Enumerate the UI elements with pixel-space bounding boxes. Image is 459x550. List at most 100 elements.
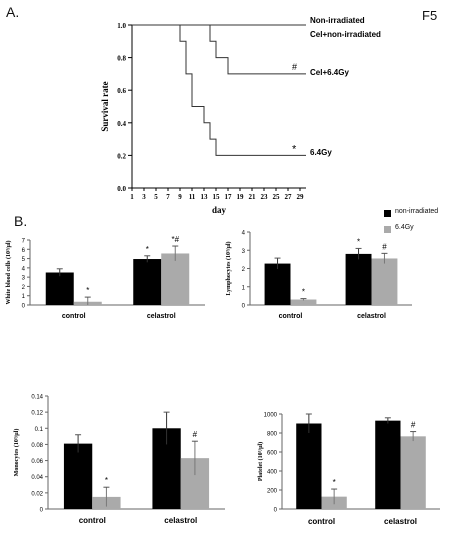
bar <box>92 496 121 509</box>
x-tick-label: 3 <box>142 193 146 201</box>
significance-mark: # <box>382 242 387 251</box>
significance-mark: * <box>292 143 297 155</box>
legend-label-non-irradiated: non-irradiated <box>395 208 439 215</box>
series-label: Cel+6.4Gy <box>310 68 349 77</box>
series-label: Non-irradiated <box>310 16 365 25</box>
y-tick-label: 2 <box>22 285 26 291</box>
bar <box>45 272 74 305</box>
bar <box>371 258 398 305</box>
y-tick-label: 0.8 <box>117 55 126 63</box>
significance-mark: * <box>105 476 108 485</box>
y-tick-label: 0.08 <box>31 443 43 449</box>
y-tick-label: 6 <box>22 248 26 254</box>
y-tick-label: 0 <box>242 304 246 310</box>
legend-swatch-non-irradiated <box>384 210 391 217</box>
x-tick-label: 25 <box>273 193 281 201</box>
x-tick-label: 1 <box>130 193 134 201</box>
figure-id: F5 <box>422 8 438 23</box>
y-tick-label: 0 <box>274 508 278 514</box>
y-tick-label: 0.2 <box>117 152 126 160</box>
category-label: control <box>79 516 106 525</box>
category-label: control <box>279 313 303 320</box>
x-tick-label: 27 <box>285 193 293 201</box>
x-axis-title: day <box>212 205 227 215</box>
y-tick-label: 0 <box>22 304 26 310</box>
y-tick-label: 7 <box>22 239 26 245</box>
y-tick-label: 0.1 <box>35 427 44 433</box>
x-tick-label: 11 <box>189 193 196 201</box>
significance-mark: # <box>193 430 198 439</box>
panel-a-label: A. <box>6 4 20 20</box>
category-label: celastrol <box>357 313 386 320</box>
y-tick-label: 0.4 <box>117 120 126 128</box>
y-axis-title: Monocytes (10³/μl) <box>13 429 20 477</box>
y-axis-title: Platelet (10³/μl) <box>257 442 264 481</box>
legend-label-6-4gy: 6.4Gy <box>395 224 414 231</box>
legend: non-irradiated 6.4Gy <box>384 208 459 238</box>
y-tick-label: 0.6 <box>117 87 126 95</box>
y-axis-title: Survival rate <box>100 81 110 131</box>
y-tick-label: 800 <box>267 432 278 438</box>
significance-mark: * <box>146 245 149 254</box>
y-tick-label: 3 <box>22 276 26 282</box>
significance-mark: *# <box>171 235 179 244</box>
bar <box>296 423 322 509</box>
x-tick-label: 21 <box>249 193 257 201</box>
bar <box>375 420 401 509</box>
x-tick-label: 23 <box>261 193 269 201</box>
significance-mark: # <box>411 421 416 430</box>
y-tick-label: 600 <box>267 451 278 457</box>
bar <box>180 458 210 509</box>
x-tick-label: 13 <box>201 193 209 201</box>
bar <box>345 253 372 305</box>
bar <box>161 253 190 305</box>
y-tick-label: 0.14 <box>31 395 43 401</box>
y-tick-label: 3 <box>242 249 246 255</box>
y-tick-label: 5 <box>22 257 26 263</box>
y-tick-label: 2 <box>242 267 246 273</box>
category-label: celastrol <box>164 516 197 525</box>
bar <box>264 263 291 305</box>
x-tick-label: 9 <box>178 193 182 201</box>
series-label: 6.4Gy <box>310 148 332 157</box>
y-tick-label: 1.0 <box>117 22 126 30</box>
bar <box>133 259 162 305</box>
y-tick-label: 400 <box>267 470 278 476</box>
bar <box>321 496 347 509</box>
x-tick-label: 5 <box>154 193 158 201</box>
x-tick-label: 7 <box>166 193 170 201</box>
y-tick-label: 0.04 <box>31 475 43 481</box>
y-tick-label: 4 <box>22 266 26 272</box>
y-axis-title: Lymphocytes (10³/μl) <box>225 241 232 295</box>
category-label: celastrol <box>384 517 417 526</box>
y-axis-title: White blood cells (10³/μl) <box>5 240 12 304</box>
x-tick-label: 29 <box>297 193 305 201</box>
y-tick-label: 0 <box>40 508 44 514</box>
significance-mark: * <box>333 478 336 487</box>
category-label: control <box>308 517 335 526</box>
significance-mark: * <box>302 288 305 297</box>
y-tick-label: 200 <box>267 489 278 495</box>
y-tick-label: 0.06 <box>31 459 43 465</box>
survival-line <box>132 24 306 75</box>
survival-line <box>132 24 306 156</box>
bar <box>152 428 181 509</box>
survival-chart: 0.00.20.40.60.81.01 3 5 7 9 11 13 15 17 19 21 23 25 2… <box>100 16 381 215</box>
x-tick-label: 17 <box>225 193 233 201</box>
y-tick-label: 1000 <box>264 413 278 419</box>
category-label: celastrol <box>147 313 176 320</box>
panel-b-label: B. <box>14 213 28 229</box>
x-tick-label: 15 <box>213 193 221 201</box>
series-label: Cel+non-irradiated <box>310 30 381 39</box>
y-tick-label: 1 <box>242 285 246 291</box>
significance-mark: * <box>86 286 89 295</box>
y-tick-label: 0.0 <box>117 185 126 193</box>
bar <box>290 299 317 305</box>
bar <box>400 436 426 509</box>
category-label: control <box>62 313 86 320</box>
y-tick-label: 4 <box>242 231 246 237</box>
legend-swatch-6-4gy <box>384 226 391 233</box>
significance-mark: * <box>357 237 360 246</box>
y-tick-label: 1 <box>22 294 26 300</box>
y-tick-label: 0.02 <box>31 491 43 497</box>
